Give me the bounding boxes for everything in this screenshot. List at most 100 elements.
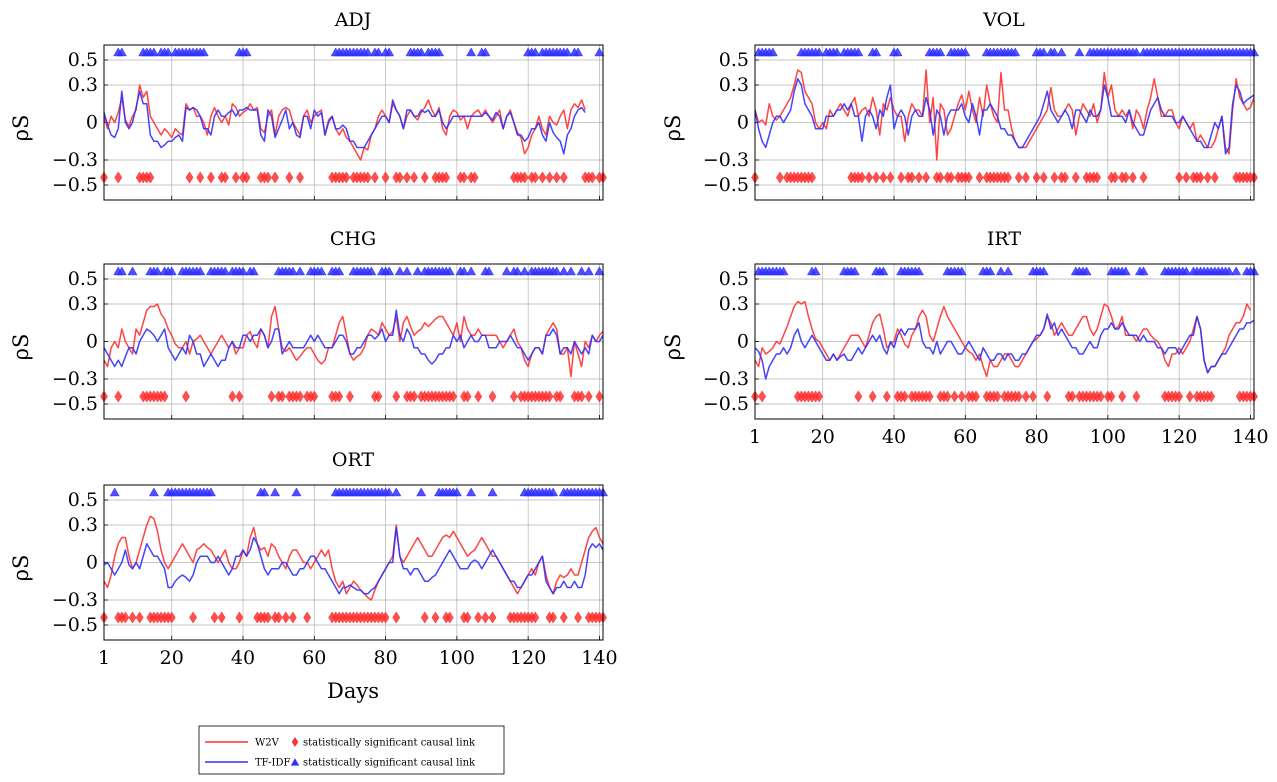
panel-title-ort: ORT xyxy=(332,449,375,471)
series-line-w2v-vol xyxy=(755,69,1254,161)
x-tick-label: 60 xyxy=(302,647,326,669)
w2v-causal-link-marker xyxy=(296,390,304,403)
legend-diamond-icon xyxy=(291,737,299,747)
tfidf-causal-link-marker xyxy=(960,47,971,57)
w2v-causal-link-marker xyxy=(463,611,472,624)
w2v-causal-link-marker xyxy=(381,171,390,184)
tfidf-causal-link-marker xyxy=(116,47,127,57)
tfidf-causal-link-marker xyxy=(384,487,395,497)
w2v-causal-link-marker xyxy=(1039,171,1048,184)
w2v-causal-link-marker xyxy=(915,171,923,184)
tfidf-causal-link-marker xyxy=(831,47,843,57)
w2v-causal-link-marker xyxy=(936,171,945,184)
tfidf-causal-link-marker xyxy=(466,47,477,57)
y-tick-label: 0.3 xyxy=(719,74,749,96)
y-tick-label: −0.3 xyxy=(52,589,98,611)
w2v-causal-link-marker xyxy=(872,171,881,184)
w2v-causal-link-marker xyxy=(1021,171,1030,184)
w2v-causal-link-marker xyxy=(185,171,194,184)
w2v-causal-link-marker xyxy=(975,171,984,184)
w2v-causal-link-marker xyxy=(403,171,411,184)
tfidf-causal-link-marker xyxy=(205,487,216,497)
y-axis-label-vol: ρS xyxy=(661,115,685,142)
w2v-causal-link-marker xyxy=(474,611,483,624)
tfidf-causal-link-marker xyxy=(583,266,594,276)
w2v-causal-link-marker xyxy=(993,390,1002,403)
tfidf-causal-link-marker xyxy=(512,266,523,276)
x-tick-label: 80 xyxy=(1024,426,1048,448)
w2v-causal-link-marker xyxy=(882,390,891,403)
y-tick-label: 0.3 xyxy=(68,514,98,536)
tfidf-causal-link-marker xyxy=(166,266,177,276)
y-tick-label: 0.3 xyxy=(68,74,98,96)
tfidf-causal-link-marker xyxy=(152,266,163,276)
w2v-causal-link-marker xyxy=(370,171,379,184)
y-axis-label-adj: ρS xyxy=(9,115,33,142)
tfidf-causal-link-marker xyxy=(1056,47,1067,57)
w2v-causal-link-marker xyxy=(758,390,767,403)
w2v-causal-link-marker xyxy=(972,390,980,403)
w2v-causal-link-marker xyxy=(815,390,824,403)
w2v-causal-link-marker xyxy=(196,171,205,184)
panel-ort: ORT ρS 0.50.30−0.3−0.51 20 40 60 80 100 120 140… xyxy=(9,449,618,703)
w2v-causal-link-marker xyxy=(346,390,354,403)
tfidf-causal-link-marker xyxy=(195,266,206,276)
tfidf-causal-link-marker xyxy=(1181,266,1192,276)
w2v-causal-link-marker xyxy=(1071,171,1080,184)
tfidf-causal-link-marker xyxy=(316,266,327,276)
w2v-causal-link-marker xyxy=(217,611,226,624)
plot-frame xyxy=(103,263,604,420)
w2v-causal-link-marker xyxy=(943,390,952,403)
plot-area-chg: 0.5 0.3 0 −0.3 −0.5 xyxy=(52,263,605,420)
w2v-causal-link-marker xyxy=(545,390,554,403)
tfidf-causal-link-marker xyxy=(778,266,789,276)
x-tick-label: 140 xyxy=(581,647,617,669)
legend-box xyxy=(198,725,505,775)
w2v-causal-link-marker xyxy=(1004,171,1012,184)
w2v-causal-link-marker xyxy=(410,171,418,184)
w2v-causal-link-marker xyxy=(207,171,215,184)
w2v-causal-link-marker xyxy=(264,611,272,624)
w2v-causal-link-marker xyxy=(922,171,930,184)
tfidf-causal-link-marker xyxy=(814,47,825,57)
series-line-w2v-ort xyxy=(104,515,603,601)
w2v-causal-link-marker xyxy=(274,611,283,624)
tfidf-causal-link-marker xyxy=(116,266,127,276)
w2v-causal-link-marker xyxy=(556,390,565,403)
legend: W2V statistically significant causal lin… xyxy=(198,725,505,775)
y-tick-label: 0.5 xyxy=(68,49,98,71)
y-tick-label: 0.5 xyxy=(719,49,749,71)
w2v-causal-link-marker xyxy=(1132,390,1141,403)
tfidf-causal-link-marker xyxy=(530,47,541,57)
tfidf-causal-link-marker xyxy=(1131,47,1142,57)
w2v-causal-link-marker xyxy=(776,171,784,184)
y-axis-label-chg: ρS xyxy=(9,334,33,361)
w2v-causal-link-marker xyxy=(431,611,440,624)
w2v-causal-link-marker xyxy=(420,171,429,184)
tfidf-causal-link-marker xyxy=(384,47,395,57)
plot-area-vol: 0.5 0.3 0 −0.3 −0.5 xyxy=(703,44,1260,201)
w2v-causal-link-marker xyxy=(1061,171,1069,184)
x-tick-label: 60 xyxy=(953,426,977,448)
w2v-causal-link-marker xyxy=(310,390,319,403)
tfidf-causal-link-marker xyxy=(551,266,562,276)
w2v-causal-link-marker xyxy=(271,171,279,184)
w2v-causal-link-marker xyxy=(897,171,906,184)
w2v-causal-link-marker xyxy=(1111,171,1119,184)
series-line-tf-idf-vol xyxy=(755,78,1254,155)
panel-title-adj: ADJ xyxy=(334,9,372,31)
w2v-causal-link-marker xyxy=(925,390,934,403)
tfidf-causal-link-marker xyxy=(416,47,427,57)
tfidf-causal-link-marker xyxy=(394,266,405,276)
y-tick-label: −0.5 xyxy=(52,393,98,415)
tfidf-causal-link-marker xyxy=(573,47,584,57)
w2v-causal-link-marker xyxy=(463,390,472,403)
w2v-causal-link-marker xyxy=(1032,171,1041,184)
tfidf-causal-link-marker xyxy=(163,47,174,57)
tfidf-causal-link-marker xyxy=(466,266,477,276)
tfidf-causal-link-marker xyxy=(995,266,1006,276)
tfidf-causal-link-marker xyxy=(810,266,821,276)
w2v-causal-link-marker xyxy=(1068,390,1077,403)
w2v-causal-link-marker xyxy=(1203,171,1212,184)
w2v-causal-link-marker xyxy=(420,611,429,624)
